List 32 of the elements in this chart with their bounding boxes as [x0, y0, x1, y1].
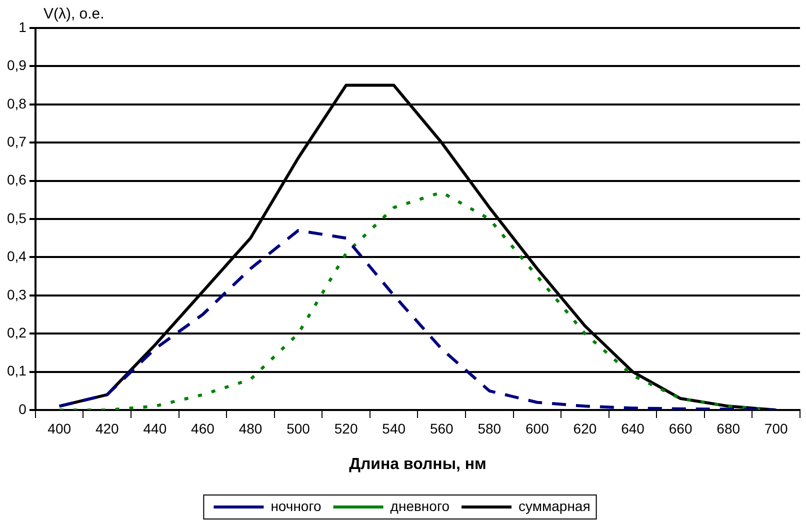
- y-axis-title: V(λ), о.е.: [43, 6, 104, 23]
- y-tick-label: 0,3: [6, 286, 27, 302]
- legend-label: ночного: [270, 498, 322, 514]
- y-tick-label: 0: [18, 400, 27, 417]
- legend-label: дневного: [390, 498, 450, 514]
- y-tick-label: 1: [18, 18, 27, 35]
- y-tick-label: 0,6: [6, 172, 27, 188]
- y-tick-label: 0,2: [6, 324, 27, 340]
- x-tick-label: 640: [621, 420, 645, 436]
- x-tick-label: 440: [143, 420, 167, 436]
- y-tick-label: 0,8: [6, 95, 27, 112]
- y-tick-label: 0,1: [6, 362, 27, 379]
- y-tick-label: 0,4: [6, 248, 27, 264]
- legend-label: суммарная: [518, 498, 590, 514]
- y-tick-label: 0,7: [6, 133, 27, 150]
- x-tick-label: 540: [382, 420, 406, 436]
- x-tick-label: 500: [286, 420, 310, 436]
- x-tick-label: 680: [716, 420, 740, 436]
- x-tick-label: 460: [191, 420, 215, 436]
- x-tick-label: 660: [668, 420, 692, 436]
- x-tick-label: 400: [48, 420, 72, 436]
- x-tick-label: 420: [95, 420, 120, 436]
- x-tick-label: 580: [478, 420, 502, 436]
- y-tick-label: 0,9: [6, 57, 27, 74]
- x-tick-label: 700: [764, 420, 788, 436]
- y-tick-label: 0,5: [6, 210, 27, 226]
- x-tick-label: 520: [334, 420, 358, 436]
- x-tick-label: 560: [430, 420, 454, 436]
- x-tick-label: 600: [526, 420, 550, 436]
- x-axis-title: Длина волны, нм: [349, 456, 486, 473]
- x-tick-label: 480: [238, 420, 262, 436]
- x-tick-label: 620: [573, 420, 597, 436]
